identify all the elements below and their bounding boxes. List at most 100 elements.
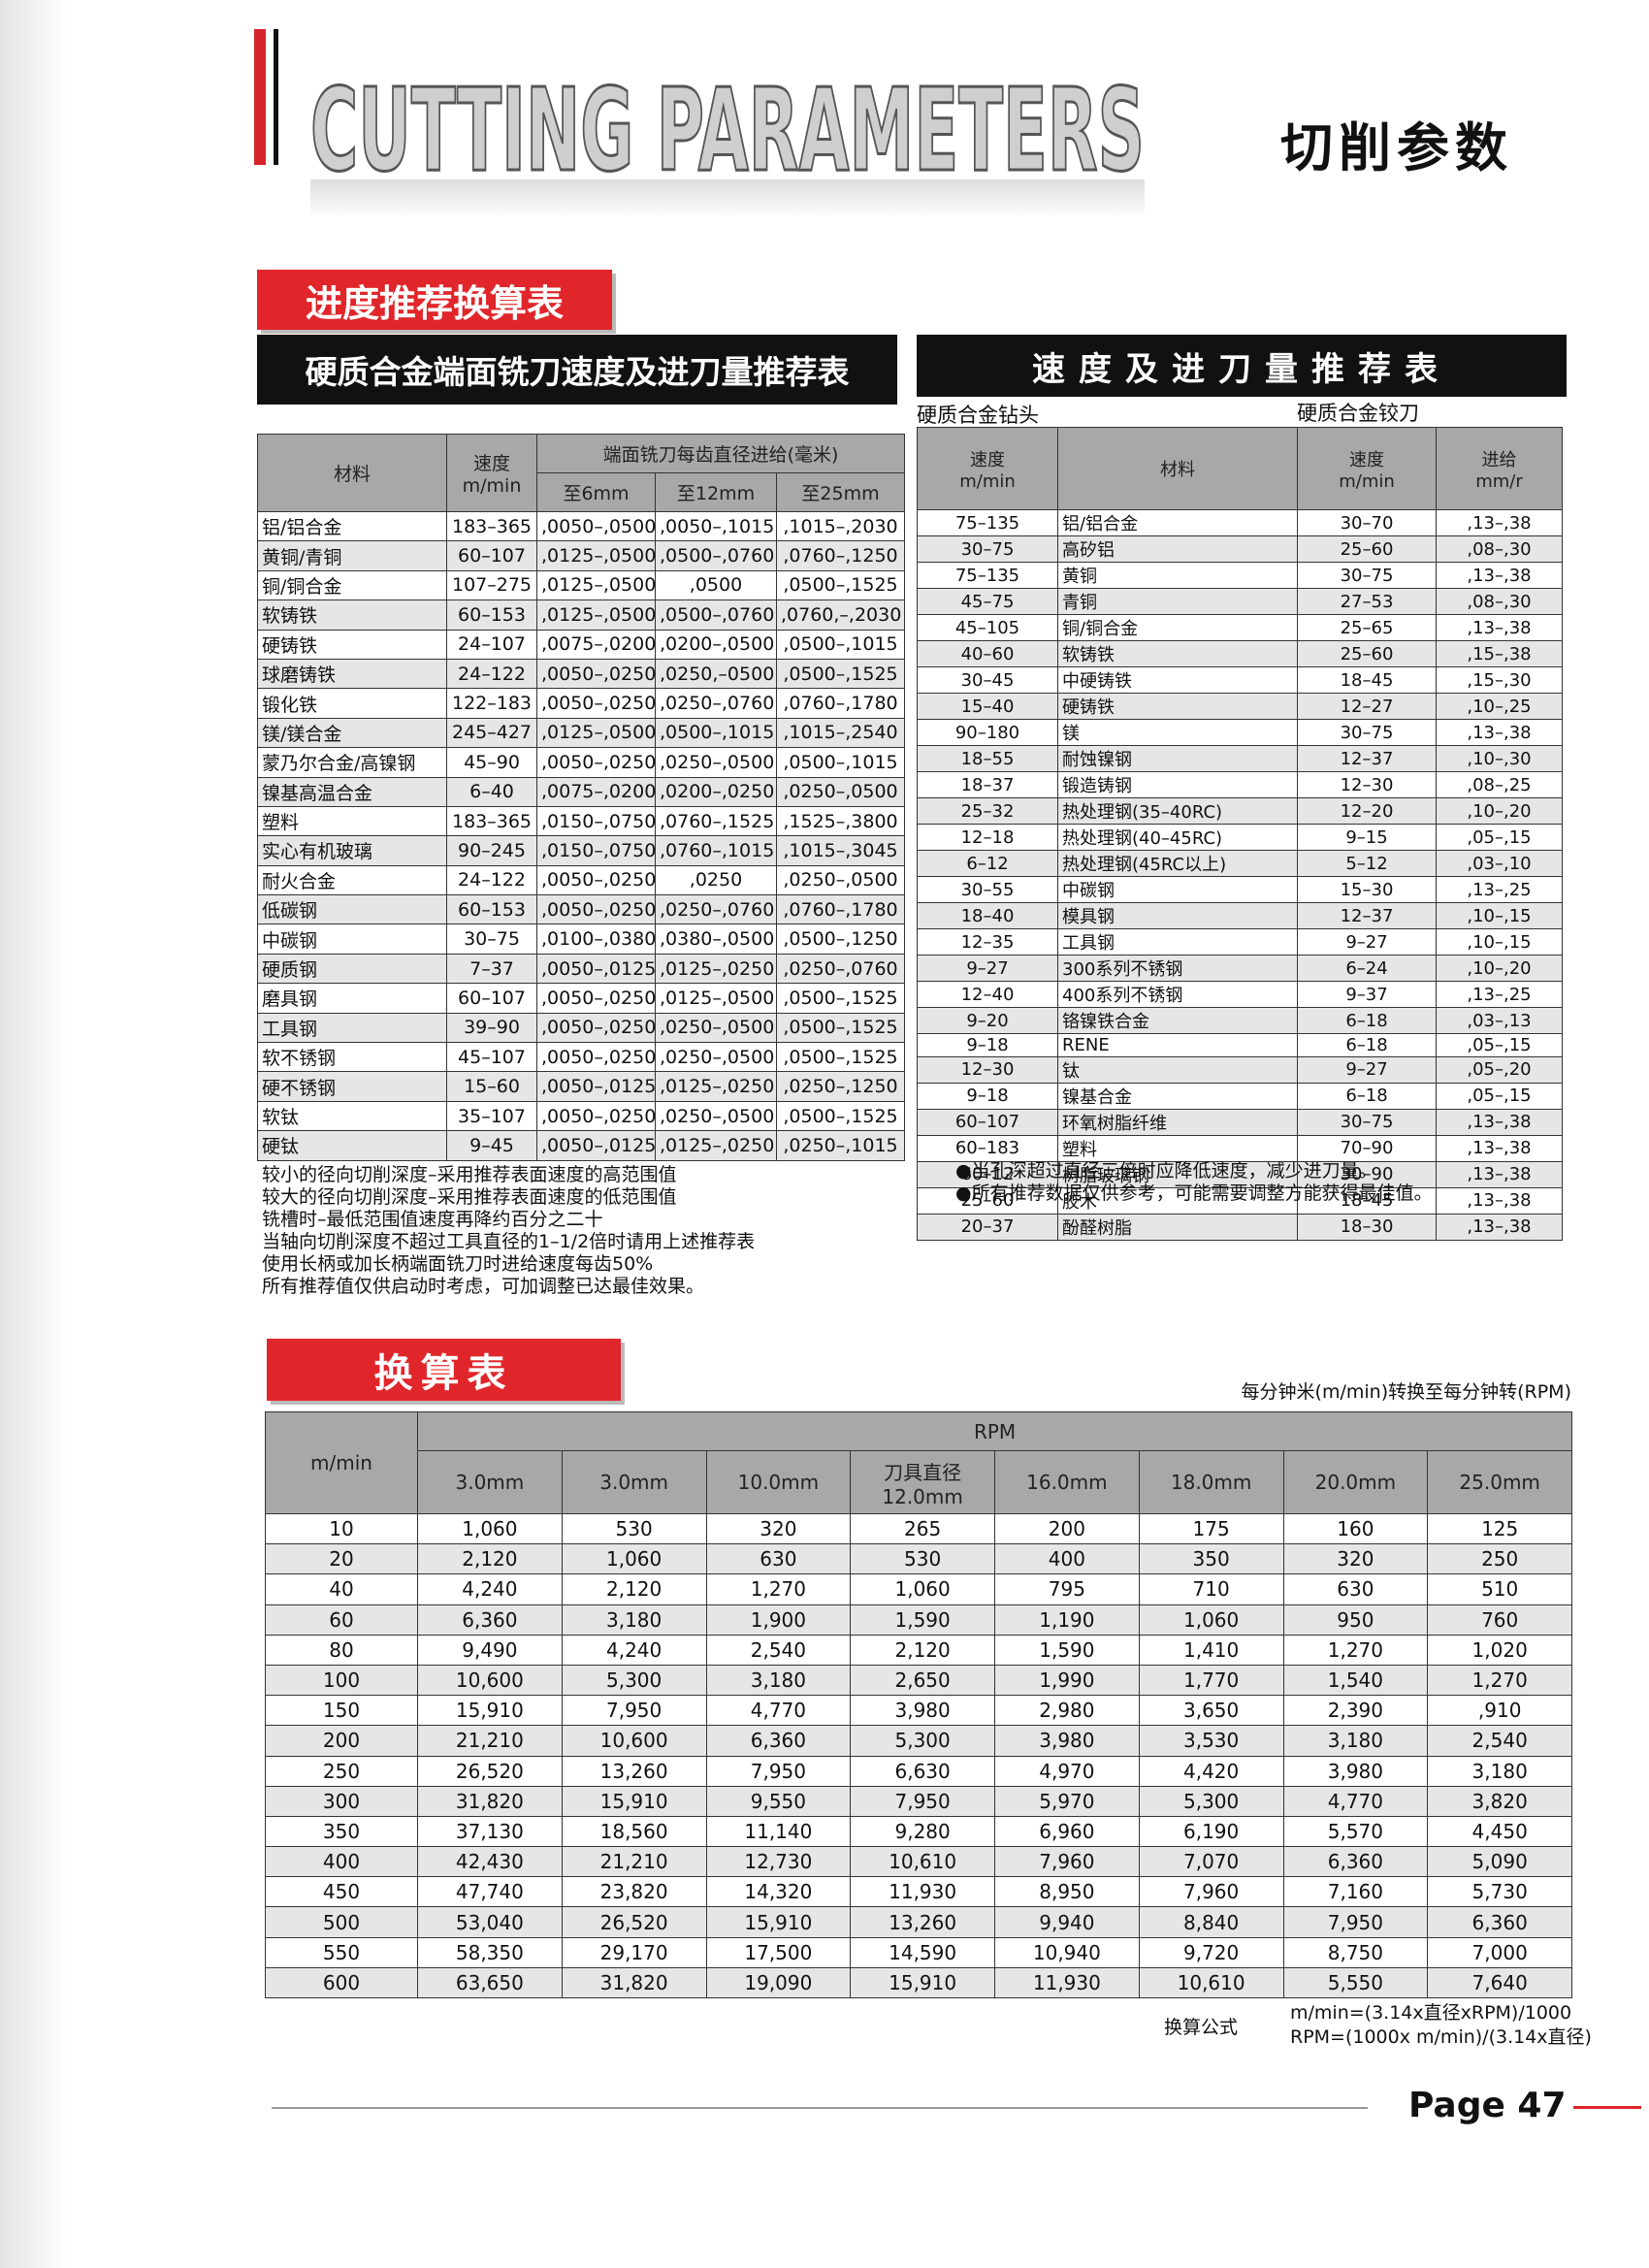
table-row: 30–55 中碳钢 15–30,13–,25 (917, 876, 1563, 903)
table-cell: ,0760–,1780 (775, 894, 906, 925)
table-cell: 26,520 (417, 1755, 563, 1787)
header-cell: 3.0mm (561, 1450, 707, 1514)
table-cell: 11,140 (705, 1815, 852, 1848)
table-cell: 1,060 (1138, 1604, 1284, 1636)
table-cell: 4,450 (1427, 1815, 1573, 1848)
table-cell: 10,600 (417, 1664, 563, 1697)
table-row: 10 1,060 530 320 265 200 175 160 125 (265, 1512, 1573, 1545)
table-cell: 12–37 (1297, 902, 1437, 929)
note-line: 较大的径向切削深度–采用推荐表面速度的低范围值 (262, 1186, 677, 1208)
table-cell: 4,240 (417, 1573, 563, 1605)
table-row: 低碳钢 60–153,0050–,0250,0250–,0760,0760–,17… (257, 894, 906, 925)
table-cell: 7,950 (850, 1785, 995, 1817)
table-row: 40 4,240 2,120 1,270 1,060 795 710 630 510 (265, 1573, 1573, 1605)
table-cell: 3,180 (705, 1664, 852, 1697)
table-cell: 37,130 (417, 1815, 563, 1848)
note-line: 所有推荐值仅供启动时考虑，可加调整已达最佳效果。 (262, 1276, 705, 1297)
table-cell: 5,300 (850, 1725, 995, 1757)
table-cell: 39–90 (446, 1012, 537, 1044)
note-line: 较小的径向切削深度–采用推荐表面速度的高范围值 (262, 1164, 677, 1185)
table-cell: 5,090 (1427, 1846, 1573, 1878)
drill-table: 速度 m/min 材料 速度 m/min 进给 mm/r 75–135 铝/铝合金 30–70,… (917, 427, 1563, 1241)
table-cell: 5,970 (994, 1785, 1140, 1817)
table-cell: 530 (850, 1543, 995, 1575)
table-cell: 20–37 (917, 1213, 1058, 1241)
table-cell: ,0250–,0760 (655, 894, 777, 925)
table-cell: 60–107 (446, 540, 537, 571)
header-line: 20.0mm (1314, 1471, 1397, 1494)
table-cell: 12,730 (705, 1846, 852, 1878)
table-cell: 60 (265, 1604, 418, 1636)
header-red-bar (254, 29, 266, 165)
table-cell: 3,530 (1138, 1725, 1284, 1757)
table-cell: 30–75 (917, 535, 1058, 563)
table-cell: 热处理钢(45RC以上) (1057, 850, 1298, 877)
table-cell: 1,540 (1282, 1664, 1429, 1697)
table-cell: 18–45 (1297, 666, 1437, 694)
table-cell: 2,120 (850, 1634, 995, 1666)
table-cell: 60–107 (446, 983, 537, 1014)
table-cell: 18,560 (561, 1815, 707, 1848)
table-row: 75–135 铝/铝合金 30–70,13–,38 (917, 509, 1563, 536)
table-cell: 蒙乃尔合金/高镍钢 (257, 747, 447, 778)
table-row: 中碳钢 30–75,0100–,0380,0380–,0500,0500–,125… (257, 923, 906, 955)
table-cell: 24–107 (446, 629, 537, 660)
table-row: 550 58,350 29,170 17,500 14,590 10,940 9,720 8,… (265, 1936, 1573, 1968)
header-cell: RPM (416, 1411, 1573, 1451)
table-cell: 6,360 (1282, 1846, 1429, 1878)
header-cell: 至6mm (536, 472, 656, 512)
table-cell: 14,590 (850, 1936, 995, 1968)
table-cell: 9,720 (1138, 1936, 1284, 1968)
table-cell: 122–183 (446, 688, 537, 719)
table-row: 18–37 锻造铸钢 12–30,08–,25 (917, 771, 1563, 798)
table-cell: 4,420 (1138, 1755, 1284, 1787)
table-cell: ,0050–,0125 (536, 1130, 656, 1161)
table-cell: ,0500–,1250 (775, 923, 906, 955)
table-cell: 25–65 (1297, 614, 1437, 641)
table-row: 9–27 300系列不锈钢 6–24,10–,20 (917, 955, 1563, 982)
table-cell: 265 (850, 1512, 995, 1545)
table-cell: 35–107 (446, 1100, 537, 1132)
table-cell: 10 (265, 1512, 418, 1545)
table-cell: ,15–,38 (1436, 640, 1563, 667)
table-cell: 1,270 (1427, 1664, 1573, 1697)
footer-rule (272, 2107, 1368, 2109)
table-cell: ,13–,38 (1436, 614, 1563, 641)
table-cell: 320 (1282, 1543, 1429, 1575)
table-cell: 300 (265, 1785, 418, 1817)
table-cell: ,10–,20 (1436, 797, 1563, 825)
table-cell: ,0125–,0250 (655, 1130, 777, 1161)
table-row: 12–40 400系列不锈钢 9–37,13–,25 (917, 981, 1563, 1008)
table-cell: 1,770 (1138, 1664, 1284, 1697)
table-cell: ,0075–,0200 (536, 776, 656, 807)
table-cell: ,05–,15 (1436, 824, 1563, 851)
table-cell: 低碳钢 (257, 894, 447, 925)
table-cell: 15,910 (705, 1906, 852, 1938)
table-cell: 4,970 (994, 1755, 1140, 1787)
table-cell: ,0050–,0250 (536, 1100, 656, 1132)
table-cell: ,0760–,1780 (775, 688, 906, 719)
table-row: 500 53,040 26,520 15,910 13,260 9,940 8,840 7,9… (265, 1906, 1573, 1938)
table-row: 镍基高温合金 6–40,0075–,0200,0200–,0250,0250–,0… (257, 776, 906, 807)
sub-label: 硬质合金钻头 (917, 404, 1039, 427)
table-cell: ,10–,25 (1436, 693, 1563, 720)
table-cell: 600 (265, 1966, 418, 1999)
table-cell: ,0050–,0250 (536, 1012, 656, 1044)
table-cell: 5,300 (561, 1664, 707, 1697)
table-cell: 12–40 (917, 981, 1058, 1008)
table-cell: 耐火合金 (257, 864, 447, 896)
table-cell: ,0250–,0500 (655, 747, 777, 778)
table-cell: 铬镍铁合金 (1057, 1007, 1298, 1034)
table-cell: 1,060 (417, 1512, 563, 1545)
table-cell: 镁 (1057, 719, 1298, 746)
table-cell: 9–15 (1297, 824, 1437, 851)
table-cell: 3,180 (1282, 1725, 1429, 1757)
table-cell: 3,180 (561, 1604, 707, 1636)
table-cell: 18–37 (917, 771, 1058, 798)
table-cell: 30–90 (1297, 1160, 1437, 1188)
table-cell: 8,750 (1282, 1936, 1429, 1968)
note-line: 使用长柄或加长柄端面铣刀时进给速度每齿50% (262, 1253, 654, 1275)
table-row: 100 10,600 5,300 3,180 2,650 1,990 1,770 1,540 1… (265, 1664, 1573, 1697)
table-cell: ,0150–,0750 (536, 835, 656, 866)
table-cell: ,0125–,0500 (536, 717, 656, 749)
